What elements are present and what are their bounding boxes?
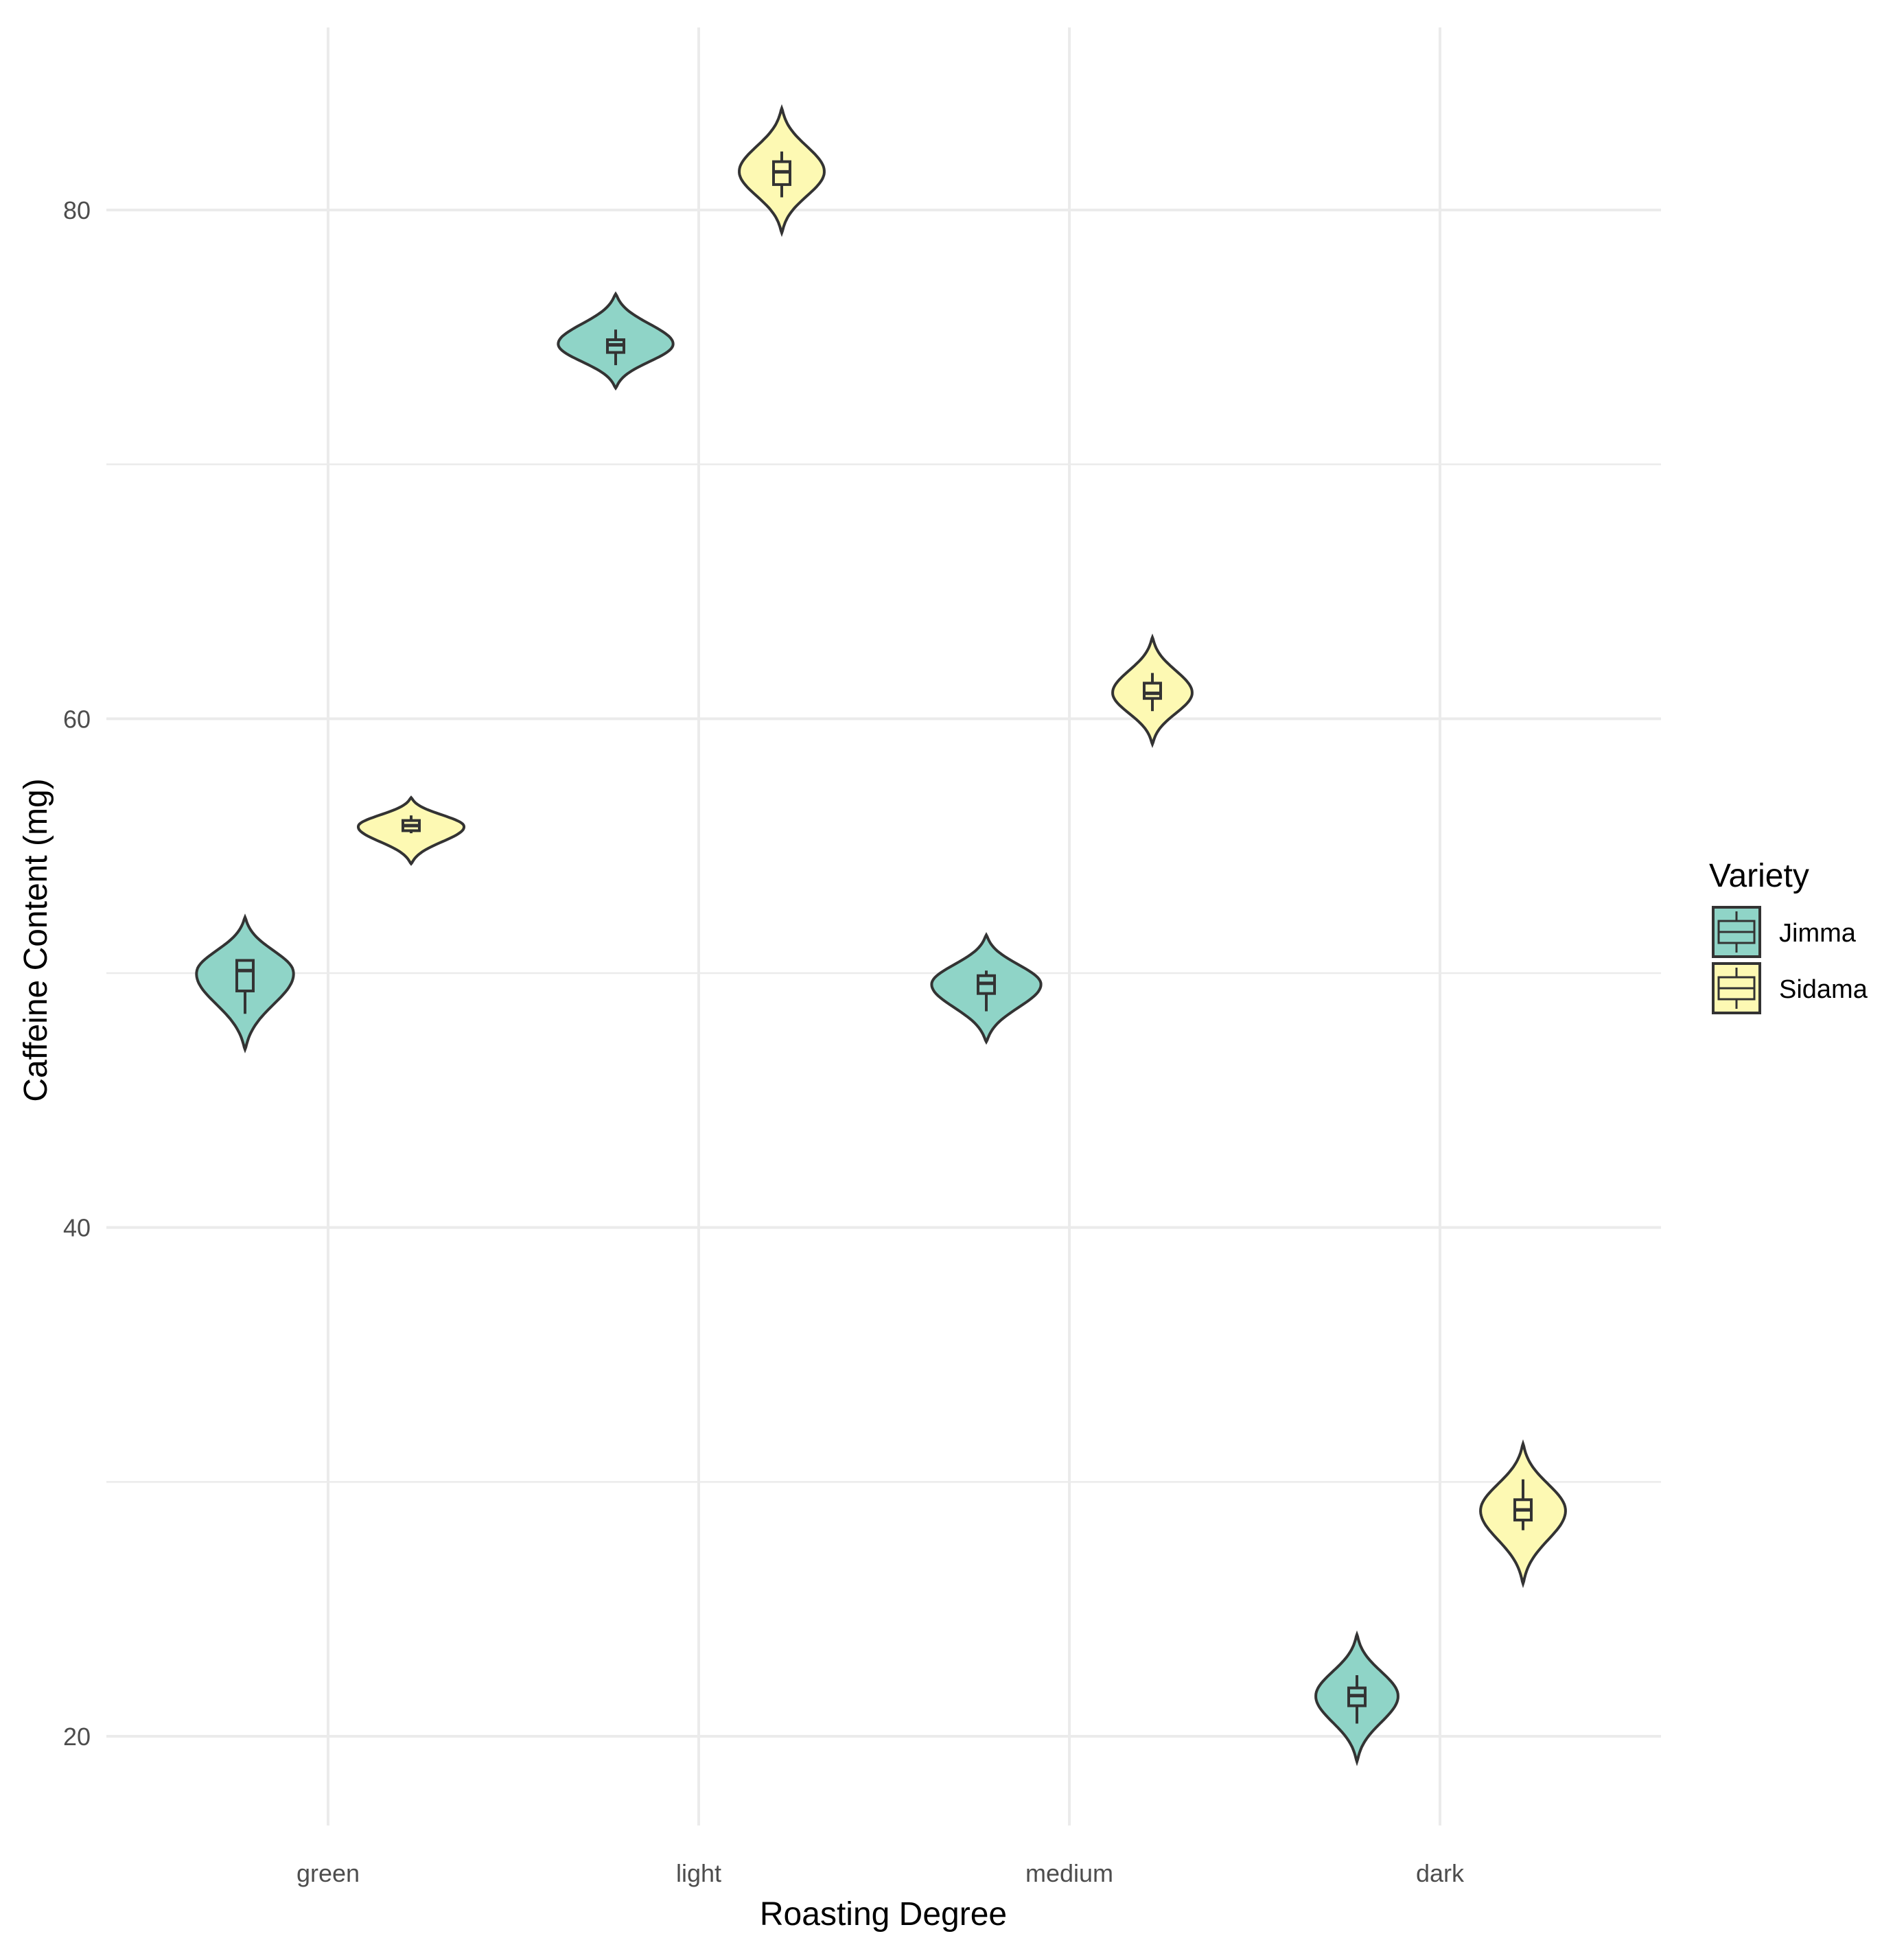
violin-jimma-dark bbox=[1314, 1630, 1399, 1766]
box-iqr bbox=[1143, 681, 1162, 700]
violin-jimma-green bbox=[195, 913, 295, 1053]
y-tick-label: 20 bbox=[63, 1723, 91, 1751]
x-axis-ticks: green light medium dark bbox=[297, 1859, 1465, 1887]
legend: Variety Jimma Sidama bbox=[1709, 858, 1868, 1014]
legend-item-sidama: Sidama bbox=[1712, 962, 1868, 1014]
box-iqr bbox=[235, 959, 255, 992]
y-axis-title: Caffeine Content (mg) bbox=[18, 778, 54, 1101]
x-tick-label-light: light bbox=[676, 1859, 721, 1887]
y-tick-label: 40 bbox=[63, 1214, 91, 1242]
violin-jimma-medium bbox=[930, 932, 1043, 1045]
x-tick-label-green: green bbox=[297, 1859, 360, 1887]
violin-sidama-green bbox=[357, 795, 465, 866]
y-tick-label: 80 bbox=[63, 196, 91, 224]
y-axis-ticks: 20 40 60 80 bbox=[63, 196, 91, 1751]
x-tick-label-medium: medium bbox=[1025, 1859, 1113, 1887]
y-tick-label: 60 bbox=[63, 705, 91, 733]
violins bbox=[195, 104, 1567, 1766]
legend-title: Variety bbox=[1709, 858, 1809, 894]
grid bbox=[106, 27, 1661, 1825]
x-tick-label-dark: dark bbox=[1416, 1859, 1465, 1887]
legend-label-jimma: Jimma bbox=[1779, 919, 1857, 948]
legend-item-jimma: Jimma bbox=[1712, 906, 1857, 958]
legend-label-sidama: Sidama bbox=[1779, 975, 1868, 1004]
violin-jimma-light bbox=[557, 291, 675, 391]
violin-sidama-light bbox=[738, 104, 826, 237]
violin-sidama-dark bbox=[1479, 1439, 1567, 1589]
x-axis-title: Roasting Degree bbox=[760, 1896, 1007, 1933]
violin-sidama-medium bbox=[1111, 633, 1194, 748]
